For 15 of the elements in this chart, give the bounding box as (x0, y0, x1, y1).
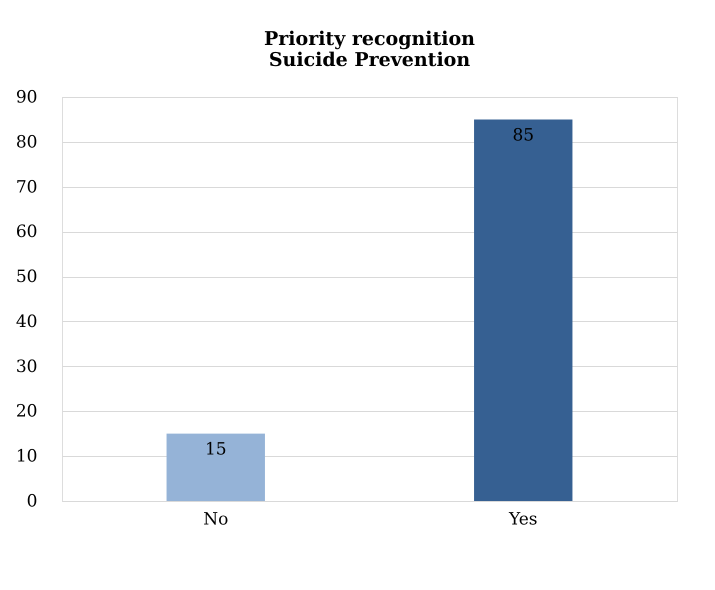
y-tick-label: 80 (16, 132, 38, 152)
data-label: 15 (204, 440, 227, 460)
data-label: 85 (512, 125, 534, 146)
y-tick-label: 50 (16, 267, 38, 288)
y-tick-label: 20 (16, 402, 38, 422)
x-tick-label: Yes (508, 510, 538, 530)
y-tick-label: 10 (16, 446, 38, 467)
y-tick-label: 90 (16, 88, 38, 108)
y-tick-label: 0 (26, 492, 38, 512)
chart-title: Priority recognition Suicide Prevention (264, 28, 476, 71)
y-tick-label: 40 (16, 312, 38, 332)
x-tick-label: No (203, 510, 228, 530)
y-tick-label: 70 (16, 177, 38, 198)
y-tick-label: 30 (16, 356, 38, 377)
y-tick-label: 60 (16, 222, 38, 242)
